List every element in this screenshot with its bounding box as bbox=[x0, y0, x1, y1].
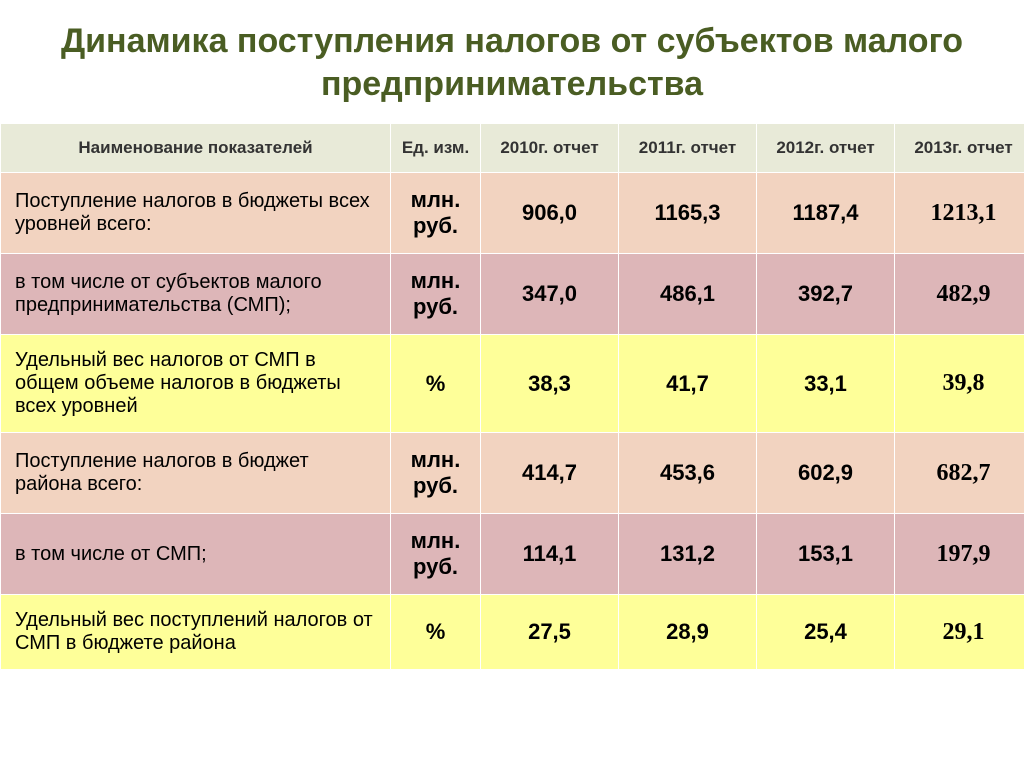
row-unit: млн. руб. bbox=[391, 254, 481, 335]
table-row: Удельный вес поступлений налогов от СМП … bbox=[1, 595, 1024, 670]
cell: 153,1 bbox=[757, 514, 895, 595]
row-label: в том числе от субъектов малого предприн… bbox=[1, 254, 391, 335]
cell: 131,2 bbox=[619, 514, 757, 595]
row-unit: % bbox=[391, 595, 481, 670]
cell: 33,1 bbox=[757, 335, 895, 433]
row-label: в том числе от СМП; bbox=[1, 514, 391, 595]
row-label: Удельный вес поступлений налогов от СМП … bbox=[1, 595, 391, 670]
cell: 682,7 bbox=[895, 433, 1024, 514]
col-2010: 2010г. отчет bbox=[481, 124, 619, 173]
slide: Динамика поступления налогов от субъекто… bbox=[0, 0, 1024, 768]
row-unit: млн. руб. bbox=[391, 173, 481, 254]
cell: 392,7 bbox=[757, 254, 895, 335]
table-row: Удельный вес налогов от СМП в общем объе… bbox=[1, 335, 1024, 433]
cell: 38,3 bbox=[481, 335, 619, 433]
cell: 414,7 bbox=[481, 433, 619, 514]
row-unit: % bbox=[391, 335, 481, 433]
tax-table: Наименование показателей Ед. изм. 2010г.… bbox=[0, 123, 1024, 670]
cell: 27,5 bbox=[481, 595, 619, 670]
row-label: Поступление налогов в бюджеты всех уровн… bbox=[1, 173, 391, 254]
cell: 1187,4 bbox=[757, 173, 895, 254]
cell: 114,1 bbox=[481, 514, 619, 595]
cell: 482,9 bbox=[895, 254, 1024, 335]
col-unit: Ед. изм. bbox=[391, 124, 481, 173]
cell: 197,9 bbox=[895, 514, 1024, 595]
table-row: в том числе от субъектов малого предприн… bbox=[1, 254, 1024, 335]
table-row: Поступление налогов в бюджеты всех уровн… bbox=[1, 173, 1024, 254]
table-header-row: Наименование показателей Ед. изм. 2010г.… bbox=[1, 124, 1024, 173]
cell: 453,6 bbox=[619, 433, 757, 514]
cell: 347,0 bbox=[481, 254, 619, 335]
cell: 1165,3 bbox=[619, 173, 757, 254]
cell: 41,7 bbox=[619, 335, 757, 433]
row-label: Поступление налогов в бюджет района всег… bbox=[1, 433, 391, 514]
table-row: в том числе от СМП; млн. руб. 114,1 131,… bbox=[1, 514, 1024, 595]
col-2013: 2013г. отчет bbox=[895, 124, 1024, 173]
col-2011: 2011г. отчет bbox=[619, 124, 757, 173]
row-unit: млн. руб. bbox=[391, 514, 481, 595]
page-title: Динамика поступления налогов от субъекто… bbox=[0, 20, 1024, 123]
col-2012: 2012г. отчет bbox=[757, 124, 895, 173]
cell: 602,9 bbox=[757, 433, 895, 514]
cell: 486,1 bbox=[619, 254, 757, 335]
row-unit: млн. руб. bbox=[391, 433, 481, 514]
cell: 28,9 bbox=[619, 595, 757, 670]
cell: 29,1 bbox=[895, 595, 1024, 670]
cell: 39,8 bbox=[895, 335, 1024, 433]
row-label: Удельный вес налогов от СМП в общем объе… bbox=[1, 335, 391, 433]
cell: 1213,1 bbox=[895, 173, 1024, 254]
cell: 25,4 bbox=[757, 595, 895, 670]
cell: 906,0 bbox=[481, 173, 619, 254]
table-row: Поступление налогов в бюджет района всег… bbox=[1, 433, 1024, 514]
col-name: Наименование показателей bbox=[1, 124, 391, 173]
